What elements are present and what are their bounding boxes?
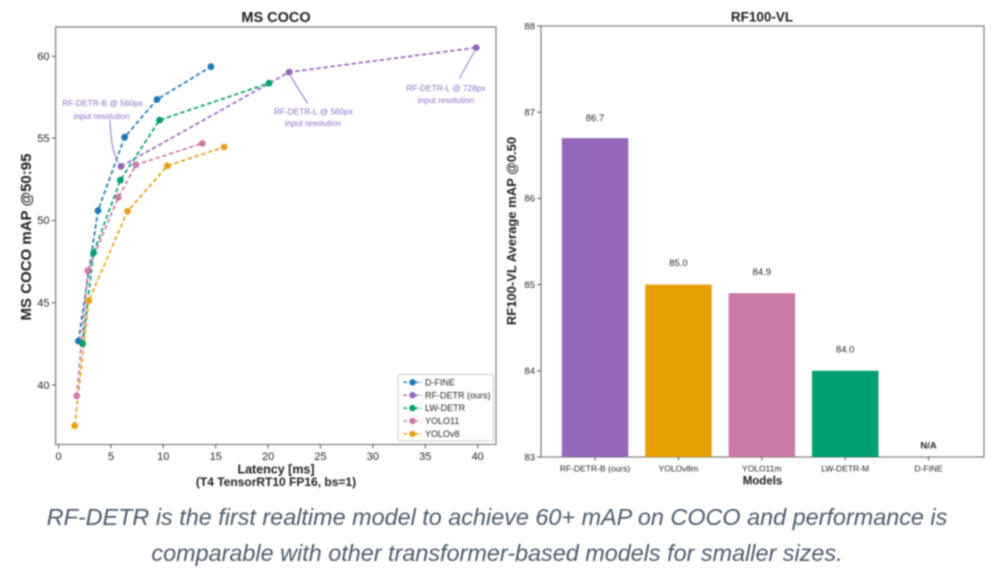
svg-text:input resolution: input resolution (285, 118, 342, 128)
svg-text:RF-DETR-B (ours): RF-DETR-B (ours) (560, 464, 631, 474)
svg-text:YOLO11m: YOLO11m (742, 464, 782, 474)
svg-text:85: 85 (524, 280, 535, 291)
svg-text:YOLOv8m: YOLOv8m (659, 464, 699, 474)
svg-text:0: 0 (55, 451, 61, 463)
svg-text:MS COCO mAP @50:95: MS COCO mAP @50:95 (18, 154, 35, 321)
svg-text:LW-DETR: LW-DETR (425, 403, 466, 413)
svg-text:Latency [ms]: Latency [ms] (237, 463, 314, 477)
svg-text:N/A: N/A (920, 440, 937, 451)
svg-text:D-FINE: D-FINE (914, 464, 943, 474)
svg-text:40: 40 (472, 451, 484, 463)
svg-text:RF-DETR (ours): RF-DETR (ours) (425, 390, 491, 400)
svg-text:84.9: 84.9 (753, 267, 772, 278)
svg-text:40: 40 (37, 380, 49, 392)
svg-text:LW-DETR-M: LW-DETR-M (821, 464, 869, 474)
svg-text:RF100-VL Average mAP @0.50: RF100-VL Average mAP @0.50 (504, 137, 519, 325)
svg-text:MS COCO: MS COCO (241, 10, 310, 26)
svg-text:Models: Models (743, 476, 783, 488)
svg-text:25: 25 (314, 451, 326, 463)
svg-text:YOLO11: YOLO11 (425, 416, 459, 426)
svg-text:86.7: 86.7 (586, 113, 605, 124)
svg-text:10: 10 (157, 451, 169, 463)
svg-text:input resolution: input resolution (418, 95, 475, 105)
svg-text:86: 86 (524, 194, 535, 205)
svg-text:RF-DETR-B @ 560px: RF-DETR-B @ 560px (62, 98, 143, 108)
svg-text:55: 55 (37, 133, 49, 145)
svg-text:45: 45 (37, 298, 49, 310)
svg-text:84.0: 84.0 (836, 344, 855, 355)
svg-text:85.0: 85.0 (669, 258, 688, 269)
svg-text:15: 15 (210, 451, 222, 463)
svg-text:YOLOv8: YOLOv8 (425, 429, 460, 439)
svg-text:RF-DETR-L @ 728px: RF-DETR-L @ 728px (406, 83, 486, 93)
svg-text:30: 30 (367, 451, 379, 463)
svg-text:20: 20 (262, 451, 274, 463)
svg-text:RF-DETR-L @ 560px: RF-DETR-L @ 560px (274, 107, 354, 117)
svg-text:50: 50 (37, 215, 49, 227)
svg-text:83: 83 (524, 452, 535, 463)
svg-text:84: 84 (524, 366, 535, 377)
svg-text:(T4 TensorRT10 FP16, bs=1): (T4 TensorRT10 FP16, bs=1) (196, 475, 356, 489)
svg-text:RF100-VL: RF100-VL (731, 10, 793, 25)
svg-text:88: 88 (524, 21, 535, 32)
svg-text:5: 5 (108, 451, 114, 463)
svg-text:35: 35 (419, 451, 431, 463)
svg-text:87: 87 (524, 108, 535, 119)
svg-text:60: 60 (37, 51, 49, 63)
svg-text:D-FINE: D-FINE (425, 377, 455, 387)
svg-text:input resolution: input resolution (73, 111, 130, 121)
